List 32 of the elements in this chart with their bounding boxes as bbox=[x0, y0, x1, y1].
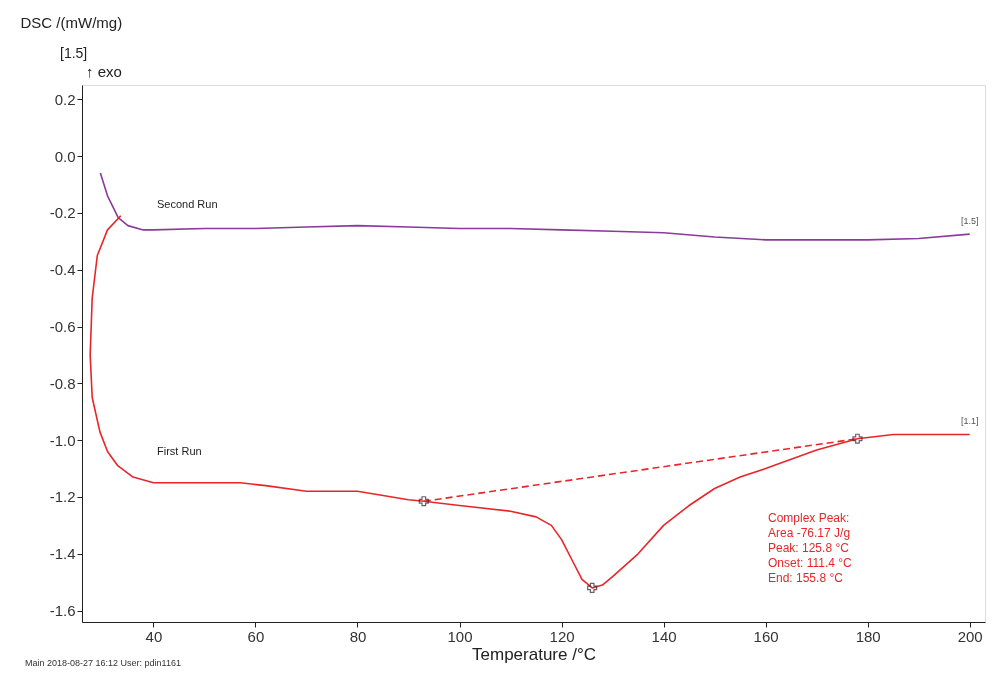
y-tick-label: -1.2 bbox=[49, 488, 76, 506]
x-tick-label: 60 bbox=[247, 627, 265, 645]
x-tick-label: 200 bbox=[957, 627, 983, 645]
point bbox=[587, 582, 598, 593]
y-tick-label: -1.4 bbox=[49, 545, 76, 563]
x-tick-label: 100 bbox=[447, 627, 473, 645]
annotation: [1.5] bbox=[960, 216, 979, 227]
x-tick-label: 120 bbox=[549, 627, 575, 645]
text: [1.5] bbox=[60, 45, 88, 61]
annotation: [1.1] bbox=[960, 416, 979, 427]
y-tick-label: 0.0 bbox=[54, 147, 76, 165]
y-tick-label: -0.2 bbox=[49, 204, 76, 222]
text: ↑ exo bbox=[86, 63, 122, 80]
point bbox=[852, 433, 863, 444]
y-tick-label: 0.2 bbox=[54, 90, 76, 108]
y-tick-label: -1.0 bbox=[49, 431, 76, 449]
y-tick-label: -0.8 bbox=[49, 374, 76, 392]
text: Main 2018-08-27 16:12 User: pdin1161 bbox=[25, 658, 181, 668]
x-tick-label: 140 bbox=[651, 627, 677, 645]
y-tick-label: -0.6 bbox=[49, 318, 76, 336]
x-tick-label: 160 bbox=[753, 627, 779, 645]
x-axis-title: Temperature /°C bbox=[472, 644, 596, 664]
annotation: Complex Peak: Area -76.17 J/g Peak: 125.8 °C Onset: 111.4 °C End: 155.8 °C bbox=[768, 511, 853, 585]
x-tick-label: 40 bbox=[145, 627, 163, 645]
point bbox=[418, 496, 429, 507]
y-tick-label: -0.4 bbox=[49, 261, 76, 279]
text: First Run bbox=[157, 445, 202, 457]
y-tick-label: -1.6 bbox=[49, 602, 76, 620]
series-label: Second Run bbox=[157, 198, 218, 210]
x-tick-label: 180 bbox=[855, 627, 881, 645]
x-tick-label: 80 bbox=[349, 627, 367, 645]
y-axis-title: DSC /(mW/mg) bbox=[20, 13, 123, 31]
